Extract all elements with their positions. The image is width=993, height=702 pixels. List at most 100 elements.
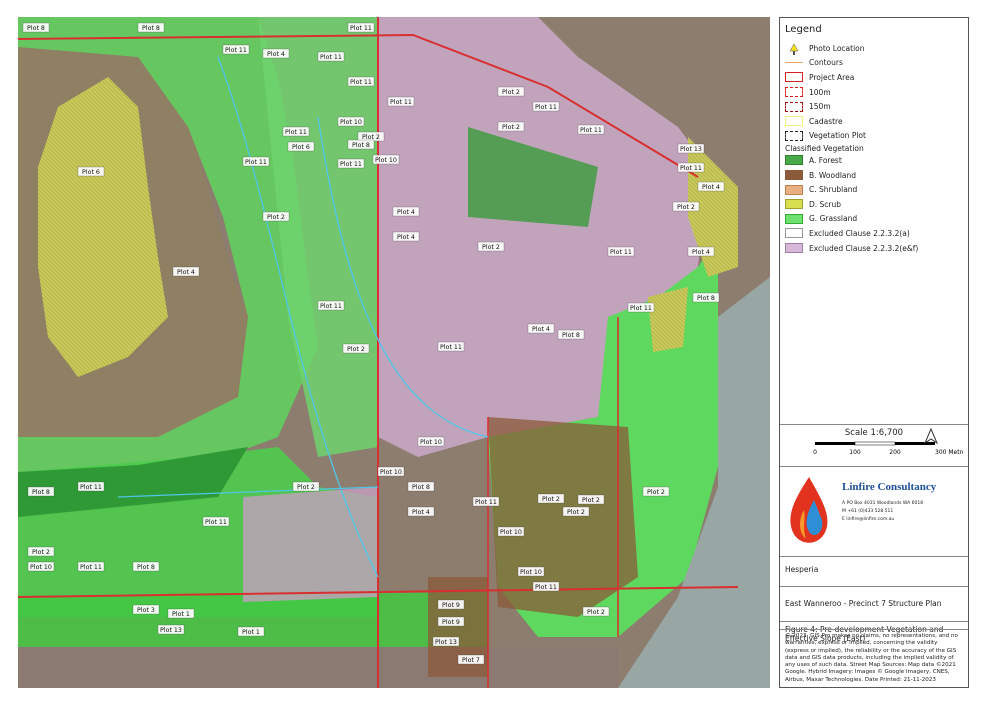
- scale-seg: [854, 441, 896, 446]
- scale-section: Scale 1:6,700 0 100 200 300 Metres: [780, 424, 969, 466]
- plot-label: Plot 11: [390, 99, 412, 106]
- plot-label: Plot 2: [647, 489, 665, 496]
- legend-symbol: [785, 87, 803, 98]
- plot-label-bg: [317, 300, 345, 311]
- plot-labels: Plot 8 Plot 8 Plot 11 Plot 11 Plot 4 Plot 11 P…: [22, 22, 725, 665]
- legend-item: 100m: [785, 85, 963, 100]
- legend-label: Cadastre: [809, 116, 843, 126]
- legend-label: G. Grassland: [809, 214, 858, 224]
- legend-symbol: [785, 243, 803, 254]
- plot-label: Plot 2: [567, 509, 585, 516]
- plot-label: Plot 10: [30, 564, 52, 571]
- plot-label: Plot 11: [350, 79, 372, 86]
- plot-label-bg: [132, 561, 160, 572]
- legend-item: Excluded Clause 2.2.3.2(a): [785, 226, 963, 241]
- legend-symbol: [785, 116, 803, 127]
- legend-symbol: [785, 62, 803, 64]
- plot-label: Plot 10: [520, 569, 542, 576]
- scrub-area: [648, 287, 688, 352]
- plot-label-bg: [27, 486, 55, 497]
- legend-item: Photo Location: [785, 41, 963, 56]
- plot-label: Plot 8: [32, 489, 50, 496]
- plot-label: Plot 2: [482, 244, 500, 251]
- scale-tick-label: 300 Metres: [935, 449, 963, 456]
- scale-tick-label: 0: [813, 449, 817, 456]
- plot-label-bg: [292, 481, 320, 492]
- urban: [18, 647, 618, 688]
- legend-item: Project Area: [785, 70, 963, 85]
- logo-section: Linfire Consultancy A PO Box 4031 Woodla…: [780, 466, 968, 556]
- plot-label-bg: [347, 139, 375, 150]
- plot-label-bg: [497, 121, 525, 132]
- legend-item: Excluded Clause 2.2.3.2(e&f): [785, 241, 963, 256]
- legend-item: C. Shrubland: [785, 182, 963, 197]
- location: Hesperia: [780, 556, 968, 586]
- plot-label: Plot 4: [412, 509, 430, 516]
- legend-subtitle: Classified Vegetation: [785, 144, 864, 154]
- plot-label-bg: [407, 506, 435, 517]
- logo: [790, 477, 828, 543]
- plot-label-bg: [437, 616, 465, 627]
- plot-label-bg: [562, 506, 590, 517]
- plot-label-bg: [517, 566, 545, 577]
- plot-label-bg: [677, 162, 705, 173]
- plot-label: Plot 10: [340, 119, 362, 126]
- legend-label: Project Area: [809, 72, 855, 82]
- plot-label-bg: [437, 599, 465, 610]
- address: A PO Box 4031 Woodlands WA 6018: [842, 501, 924, 506]
- scale-tick-label: 100: [849, 449, 861, 456]
- legend-title: Legend: [785, 24, 822, 35]
- legend-symbol: [785, 170, 803, 181]
- plot-label-bg: [137, 22, 165, 33]
- plot-label-bg: [392, 231, 420, 242]
- plot-label: Plot 10: [420, 439, 442, 446]
- plot-label: Plot 11: [320, 303, 342, 310]
- plot-label-bg: [237, 626, 265, 637]
- plot-label-bg: [532, 581, 560, 592]
- plot-label: Plot 4: [267, 51, 285, 58]
- legend-label: Contours: [809, 58, 843, 68]
- plot-label: Plot 11: [350, 25, 372, 32]
- plot-label-bg: [417, 436, 445, 447]
- legend-label: Excluded Clause 2.2.3.2(a): [809, 228, 910, 238]
- plot-label: Plot 2: [542, 496, 560, 503]
- plot-label-bg: [167, 608, 195, 619]
- plot-label-bg: [317, 51, 345, 62]
- legend-label: B. Woodland: [809, 170, 857, 180]
- plot-label: Plot 7: [462, 657, 480, 664]
- plot-label: Plot 4: [397, 209, 415, 216]
- plot-label: Plot 11: [535, 584, 557, 591]
- cadastre: [117, 56, 489, 578]
- plot-label: Plot 10: [380, 469, 402, 476]
- scrub-area: [38, 77, 168, 377]
- contact: A PO Box 4031 Woodlands WA 6018 M +61 (0…: [842, 500, 923, 524]
- plot-label-bg: [132, 604, 160, 615]
- plot-label-bg: [457, 654, 485, 665]
- plot-label-bg: [642, 486, 670, 497]
- plot-label-bg: [172, 266, 200, 277]
- plot-label: Plot 4: [532, 326, 550, 333]
- legend-item: 150m: [785, 99, 963, 114]
- plot-label: Plot 2: [362, 134, 380, 141]
- plot-label: Plot 13: [435, 639, 457, 646]
- company-name: Linfire Consultancy: [842, 481, 937, 493]
- excluded: [243, 487, 378, 602]
- plot-label-bg: [347, 76, 375, 87]
- plot-label: Plot 6: [292, 144, 310, 151]
- plot-label-bg: [222, 44, 250, 55]
- plot-label-bg: [477, 241, 505, 252]
- plot-label: Plot 10: [500, 529, 522, 536]
- plot-label: Plot 11: [610, 249, 632, 256]
- plot-label-bg: [282, 126, 310, 137]
- plot-label-bg: [432, 636, 460, 647]
- email: E linfire@linfire.com.au: [842, 517, 895, 522]
- plot-label: Plot 8: [137, 564, 155, 571]
- plot-label: Plot 4: [177, 269, 195, 276]
- plot-label-bg: [347, 22, 375, 33]
- legend-symbol: [785, 184, 803, 195]
- plot-label: Plot 11: [80, 564, 102, 571]
- legend-label: C. Shrubland: [809, 185, 858, 195]
- plot-label-bg: [372, 154, 400, 165]
- legend-item: B. Woodland: [785, 168, 963, 183]
